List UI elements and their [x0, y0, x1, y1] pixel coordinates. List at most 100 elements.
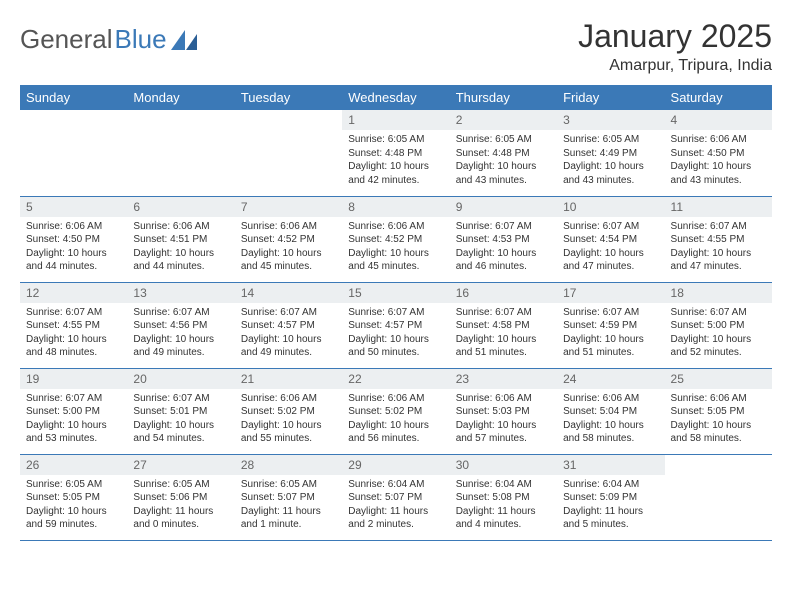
calendar-day-cell: 8Sunrise: 6:06 AMSunset: 4:52 PMDaylight… [342, 196, 449, 282]
daylight-text: Daylight: 10 hours and 55 minutes. [241, 419, 336, 446]
day-info: Sunrise: 6:05 AMSunset: 5:07 PMDaylight:… [235, 475, 342, 536]
sunrise-text: Sunrise: 6:06 AM [456, 392, 551, 406]
daylight-text: Daylight: 11 hours and 1 minute. [241, 505, 336, 532]
sunset-text: Sunset: 5:02 PM [241, 405, 336, 419]
sunrise-text: Sunrise: 6:05 AM [133, 478, 228, 492]
daylight-text: Daylight: 10 hours and 44 minutes. [26, 247, 121, 274]
day-info: Sunrise: 6:07 AMSunset: 4:57 PMDaylight:… [342, 303, 449, 364]
day-info: Sunrise: 6:05 AMSunset: 5:06 PMDaylight:… [127, 475, 234, 536]
sunset-text: Sunset: 4:51 PM [133, 233, 228, 247]
sunrise-text: Sunrise: 6:07 AM [133, 392, 228, 406]
calendar-day-cell: 2Sunrise: 6:05 AMSunset: 4:48 PMDaylight… [450, 110, 557, 196]
calendar-day-cell: 17Sunrise: 6:07 AMSunset: 4:59 PMDayligh… [557, 282, 664, 368]
sunrise-text: Sunrise: 6:07 AM [241, 306, 336, 320]
sunset-text: Sunset: 4:50 PM [26, 233, 121, 247]
sunset-text: Sunset: 5:02 PM [348, 405, 443, 419]
day-info: Sunrise: 6:05 AMSunset: 5:05 PMDaylight:… [20, 475, 127, 536]
sunrise-text: Sunrise: 6:05 AM [456, 133, 551, 147]
brand-part1: General [20, 24, 113, 55]
sunrise-text: Sunrise: 6:04 AM [348, 478, 443, 492]
day-number: 28 [235, 455, 342, 475]
daylight-text: Daylight: 10 hours and 48 minutes. [26, 333, 121, 360]
day-number: 11 [665, 197, 772, 217]
sunset-text: Sunset: 5:04 PM [563, 405, 658, 419]
daylight-text: Daylight: 10 hours and 46 minutes. [456, 247, 551, 274]
daylight-text: Daylight: 10 hours and 49 minutes. [241, 333, 336, 360]
daylight-text: Daylight: 10 hours and 51 minutes. [456, 333, 551, 360]
sunset-text: Sunset: 4:56 PM [133, 319, 228, 333]
day-info: Sunrise: 6:07 AMSunset: 4:58 PMDaylight:… [450, 303, 557, 364]
calendar-week-row: 12Sunrise: 6:07 AMSunset: 4:55 PMDayligh… [20, 282, 772, 368]
day-info: Sunrise: 6:06 AMSunset: 5:03 PMDaylight:… [450, 389, 557, 450]
daylight-text: Daylight: 10 hours and 42 minutes. [348, 160, 443, 187]
calendar-day-cell [665, 454, 772, 540]
day-info: Sunrise: 6:06 AMSunset: 4:50 PMDaylight:… [20, 217, 127, 278]
daylight-text: Daylight: 10 hours and 43 minutes. [456, 160, 551, 187]
daylight-text: Daylight: 10 hours and 53 minutes. [26, 419, 121, 446]
sunset-text: Sunset: 4:49 PM [563, 147, 658, 161]
sunrise-text: Sunrise: 6:07 AM [563, 306, 658, 320]
daylight-text: Daylight: 10 hours and 43 minutes. [671, 160, 766, 187]
day-info: Sunrise: 6:07 AMSunset: 4:54 PMDaylight:… [557, 217, 664, 278]
day-info: Sunrise: 6:06 AMSunset: 4:52 PMDaylight:… [235, 217, 342, 278]
sunrise-text: Sunrise: 6:06 AM [26, 220, 121, 234]
weekday-header: Sunday [20, 85, 127, 110]
calendar-day-cell: 30Sunrise: 6:04 AMSunset: 5:08 PMDayligh… [450, 454, 557, 540]
day-info: Sunrise: 6:07 AMSunset: 5:01 PMDaylight:… [127, 389, 234, 450]
sunrise-text: Sunrise: 6:05 AM [348, 133, 443, 147]
calendar-day-cell: 5Sunrise: 6:06 AMSunset: 4:50 PMDaylight… [20, 196, 127, 282]
day-number: 26 [20, 455, 127, 475]
day-number: 19 [20, 369, 127, 389]
sunrise-text: Sunrise: 6:06 AM [348, 220, 443, 234]
day-info: Sunrise: 6:07 AMSunset: 4:57 PMDaylight:… [235, 303, 342, 364]
daylight-text: Daylight: 10 hours and 54 minutes. [133, 419, 228, 446]
day-number: 29 [342, 455, 449, 475]
day-info: Sunrise: 6:07 AMSunset: 5:00 PMDaylight:… [20, 389, 127, 450]
sunrise-text: Sunrise: 6:07 AM [456, 306, 551, 320]
day-number: 18 [665, 283, 772, 303]
day-number: 8 [342, 197, 449, 217]
calendar-day-cell: 21Sunrise: 6:06 AMSunset: 5:02 PMDayligh… [235, 368, 342, 454]
calendar-day-cell: 28Sunrise: 6:05 AMSunset: 5:07 PMDayligh… [235, 454, 342, 540]
daylight-text: Daylight: 11 hours and 2 minutes. [348, 505, 443, 532]
calendar-day-cell: 31Sunrise: 6:04 AMSunset: 5:09 PMDayligh… [557, 454, 664, 540]
weekday-header-row: Sunday Monday Tuesday Wednesday Thursday… [20, 85, 772, 110]
calendar-day-cell [235, 110, 342, 196]
daylight-text: Daylight: 10 hours and 59 minutes. [26, 505, 121, 532]
daylight-text: Daylight: 10 hours and 56 minutes. [348, 419, 443, 446]
calendar-day-cell: 7Sunrise: 6:06 AMSunset: 4:52 PMDaylight… [235, 196, 342, 282]
sunset-text: Sunset: 4:52 PM [241, 233, 336, 247]
daylight-text: Daylight: 10 hours and 52 minutes. [671, 333, 766, 360]
calendar-day-cell [127, 110, 234, 196]
calendar-day-cell: 12Sunrise: 6:07 AMSunset: 4:55 PMDayligh… [20, 282, 127, 368]
daylight-text: Daylight: 10 hours and 45 minutes. [348, 247, 443, 274]
daylight-text: Daylight: 10 hours and 47 minutes. [671, 247, 766, 274]
calendar-day-cell: 19Sunrise: 6:07 AMSunset: 5:00 PMDayligh… [20, 368, 127, 454]
day-info: Sunrise: 6:05 AMSunset: 4:48 PMDaylight:… [450, 130, 557, 191]
calendar-day-cell: 4Sunrise: 6:06 AMSunset: 4:50 PMDaylight… [665, 110, 772, 196]
daylight-text: Daylight: 11 hours and 0 minutes. [133, 505, 228, 532]
day-number: 7 [235, 197, 342, 217]
calendar-day-cell: 23Sunrise: 6:06 AMSunset: 5:03 PMDayligh… [450, 368, 557, 454]
calendar-day-cell: 15Sunrise: 6:07 AMSunset: 4:57 PMDayligh… [342, 282, 449, 368]
daylight-text: Daylight: 10 hours and 47 minutes. [563, 247, 658, 274]
day-info: Sunrise: 6:05 AMSunset: 4:48 PMDaylight:… [342, 130, 449, 191]
calendar-day-cell: 18Sunrise: 6:07 AMSunset: 5:00 PMDayligh… [665, 282, 772, 368]
calendar-day-cell: 16Sunrise: 6:07 AMSunset: 4:58 PMDayligh… [450, 282, 557, 368]
day-number: 10 [557, 197, 664, 217]
sunset-text: Sunset: 4:53 PM [456, 233, 551, 247]
sunrise-text: Sunrise: 6:07 AM [26, 306, 121, 320]
daylight-text: Daylight: 10 hours and 43 minutes. [563, 160, 658, 187]
sunrise-text: Sunrise: 6:07 AM [671, 306, 766, 320]
sunrise-text: Sunrise: 6:07 AM [133, 306, 228, 320]
calendar-day-cell: 13Sunrise: 6:07 AMSunset: 4:56 PMDayligh… [127, 282, 234, 368]
calendar-day-cell: 1Sunrise: 6:05 AMSunset: 4:48 PMDaylight… [342, 110, 449, 196]
day-number: 4 [665, 110, 772, 130]
calendar-day-cell: 24Sunrise: 6:06 AMSunset: 5:04 PMDayligh… [557, 368, 664, 454]
day-number: 5 [20, 197, 127, 217]
sunset-text: Sunset: 5:06 PM [133, 491, 228, 505]
day-info: Sunrise: 6:07 AMSunset: 4:55 PMDaylight:… [20, 303, 127, 364]
day-number: 31 [557, 455, 664, 475]
day-number: 15 [342, 283, 449, 303]
day-info: Sunrise: 6:04 AMSunset: 5:07 PMDaylight:… [342, 475, 449, 536]
